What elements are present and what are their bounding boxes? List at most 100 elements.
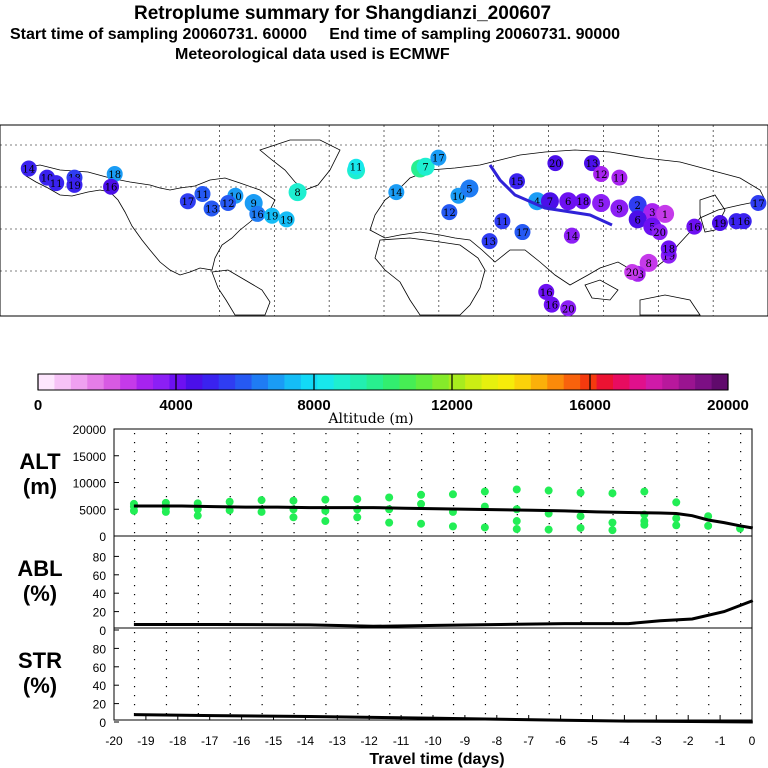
map-cluster-label: 13 [205, 204, 218, 215]
grid-dot [740, 567, 742, 569]
grid-dot [580, 451, 582, 453]
colorbar-cell [218, 374, 236, 390]
colorbar-cell [514, 374, 532, 390]
map-cluster: 19 [66, 176, 83, 193]
y-tick-label: 10000 [73, 477, 107, 491]
colorbar-cell [547, 374, 565, 390]
grid-dot [452, 433, 455, 435]
grid-dot [293, 641, 295, 643]
grid-dot [452, 621, 455, 623]
map-cluster-dot [103, 178, 120, 195]
cluster-point [672, 521, 681, 530]
grid-dot [516, 585, 518, 587]
grid-dot [261, 659, 263, 661]
grid-dot [165, 549, 168, 551]
grid-dot [644, 632, 646, 634]
grid-dot [676, 650, 678, 652]
grid-dot [644, 460, 646, 462]
grid-dot [612, 433, 614, 435]
grid-dot [325, 442, 327, 444]
grid-dot [389, 532, 391, 534]
colorbar-tick-label: 8000 [297, 397, 330, 414]
grid-dot [197, 433, 199, 435]
grid-dot [676, 594, 678, 596]
map-cluster-label: 17 [516, 228, 529, 239]
grid-dot [676, 704, 678, 706]
map-cluster-dot [628, 195, 647, 214]
grid-dot [516, 704, 518, 706]
grid-dot [612, 632, 614, 634]
grid-dot [325, 487, 327, 489]
grid-dot [389, 549, 391, 551]
grid-dot [357, 650, 359, 652]
figure-title: Retroplume summary for Shangdianzi_20060… [134, 3, 552, 24]
grid-dot [644, 487, 646, 489]
grid-dot [389, 632, 391, 634]
grid-dot [293, 576, 295, 578]
grid-dot [325, 695, 327, 697]
map-cluster-label: 17 [752, 199, 765, 210]
grid-dot [740, 713, 742, 715]
grid-dot [197, 621, 199, 623]
colorbar-cell [202, 374, 220, 390]
grid-dot [325, 567, 327, 569]
grid-dot [452, 659, 455, 661]
map-cluster: 17 [750, 195, 767, 212]
grid-dot [644, 713, 646, 715]
grid-dot [452, 612, 455, 614]
map-cluster-label: 6 [634, 215, 640, 226]
cluster-point [480, 487, 489, 496]
map-cluster-label: 11 [350, 163, 363, 174]
map-cluster-dot [711, 214, 728, 231]
grid-dot [612, 612, 614, 614]
grid-dot [580, 713, 582, 715]
grid-dot [165, 487, 168, 489]
x-tick-label: -19 [137, 734, 155, 748]
map-cluster-dot [563, 227, 580, 244]
grid-dot [293, 650, 295, 652]
grid-dot [516, 460, 518, 462]
grid-dot [452, 713, 455, 715]
grid-dot [484, 612, 487, 614]
grid-dot [293, 478, 295, 480]
colorbar-cell [317, 374, 335, 390]
y-tick-label: 0 [99, 716, 106, 730]
grid-dot [261, 632, 263, 634]
grid-dot [484, 567, 487, 569]
series-line [133, 713, 753, 724]
map-cluster-label: 16 [737, 217, 750, 228]
grid-dot [580, 576, 582, 578]
panel-str: 0 20 40 60 80 STR (%) [18, 627, 753, 730]
grid-dot [165, 433, 168, 435]
grid-dot [452, 594, 455, 596]
map-cluster: 19 [711, 214, 728, 231]
map-cluster-dot [560, 300, 577, 317]
grid-dot [389, 460, 391, 462]
map-cluster-dot [179, 193, 196, 210]
grid-dot [389, 514, 391, 516]
cluster-point [512, 525, 521, 534]
map-cluster-dot [610, 199, 629, 218]
grid-dot [229, 704, 231, 706]
grid-dot [452, 549, 455, 551]
grid-dot [389, 621, 391, 623]
map-cluster: 16 [249, 205, 266, 222]
panel-ylabel-line: ALT [19, 449, 61, 474]
grid-dot [357, 549, 359, 551]
grid-dot [644, 695, 646, 697]
colorbar-cell [38, 374, 55, 390]
cluster-point [480, 523, 489, 532]
grid-dot [580, 460, 582, 462]
grid-dot [229, 659, 231, 661]
grid-dot [740, 532, 742, 534]
grid-dot [676, 478, 678, 480]
grid-dot [612, 514, 614, 516]
grid-dot [229, 677, 231, 679]
grid-dot [421, 433, 423, 435]
grid-dot [516, 433, 518, 435]
grid-dot [197, 540, 199, 542]
grid-dot [708, 567, 710, 569]
grid-dot [421, 451, 423, 453]
